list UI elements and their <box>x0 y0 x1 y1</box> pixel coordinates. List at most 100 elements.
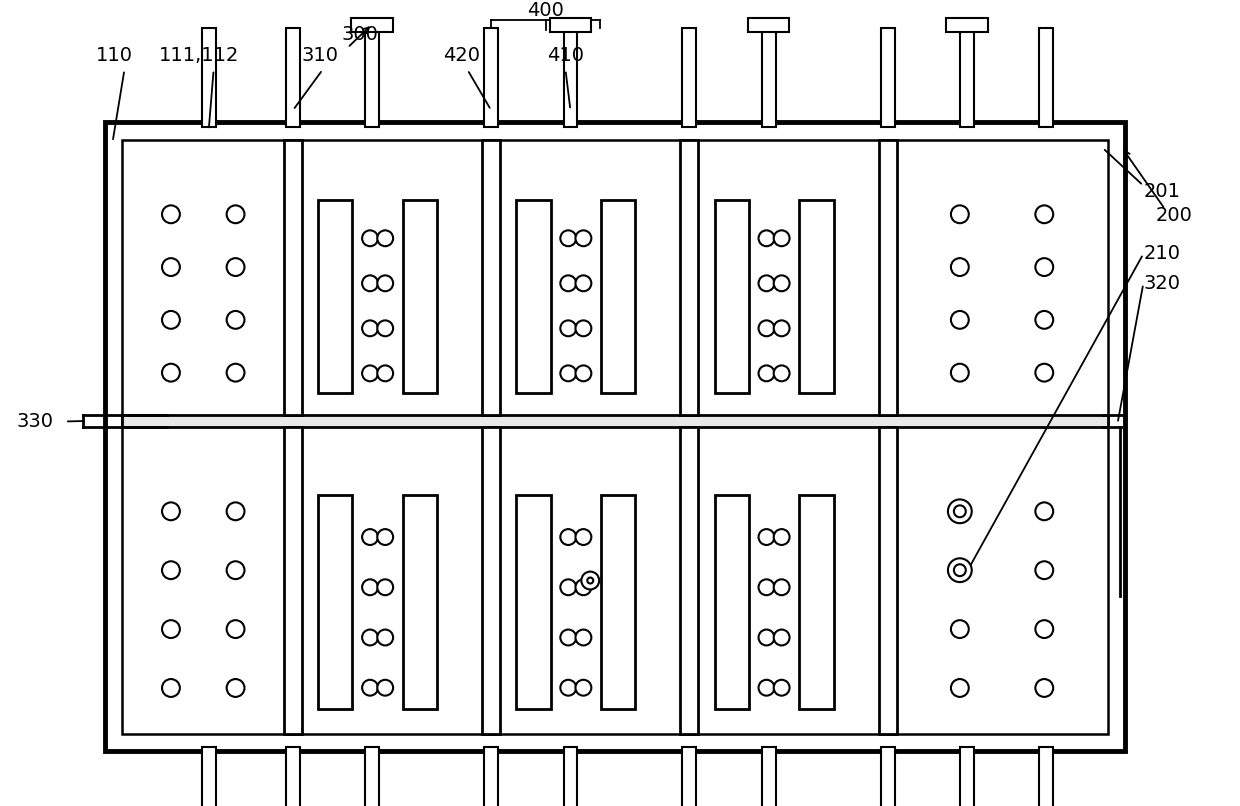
Bar <box>104 123 1126 751</box>
Circle shape <box>162 502 180 520</box>
Bar <box>549 18 591 32</box>
Circle shape <box>227 502 244 520</box>
Bar <box>482 427 500 733</box>
Bar <box>601 495 635 709</box>
Circle shape <box>377 629 393 646</box>
Circle shape <box>362 321 378 336</box>
Circle shape <box>377 276 393 291</box>
Bar <box>485 746 498 806</box>
Circle shape <box>951 620 968 638</box>
Circle shape <box>1035 258 1053 276</box>
Bar <box>682 28 697 127</box>
Text: 420: 420 <box>443 46 480 65</box>
Circle shape <box>774 321 790 336</box>
Circle shape <box>377 365 393 381</box>
Bar <box>123 140 1107 733</box>
Text: 201: 201 <box>1143 182 1180 201</box>
Bar <box>714 201 749 393</box>
Circle shape <box>560 321 577 336</box>
Circle shape <box>377 231 393 246</box>
Circle shape <box>377 321 393 336</box>
Circle shape <box>774 529 790 545</box>
Bar <box>403 495 438 709</box>
Bar <box>516 495 551 709</box>
Bar <box>880 28 894 127</box>
Circle shape <box>575 580 591 595</box>
Circle shape <box>227 258 244 276</box>
Circle shape <box>560 580 577 595</box>
Circle shape <box>1035 620 1053 638</box>
Text: 110: 110 <box>95 46 133 65</box>
Circle shape <box>227 364 244 381</box>
Bar <box>601 201 635 393</box>
Bar <box>403 201 438 393</box>
Bar <box>482 140 500 414</box>
Circle shape <box>377 679 393 696</box>
Circle shape <box>575 529 591 545</box>
Circle shape <box>774 276 790 291</box>
Bar <box>485 28 498 127</box>
Circle shape <box>162 364 180 381</box>
Bar <box>960 28 973 127</box>
Bar <box>563 746 578 806</box>
Circle shape <box>162 679 180 697</box>
Circle shape <box>377 580 393 595</box>
Circle shape <box>1035 206 1053 223</box>
Circle shape <box>951 206 968 223</box>
Circle shape <box>575 276 591 291</box>
Circle shape <box>560 231 577 246</box>
Circle shape <box>759 580 775 595</box>
Circle shape <box>362 580 378 595</box>
Text: 320: 320 <box>1143 274 1180 293</box>
Circle shape <box>162 258 180 276</box>
Circle shape <box>560 629 577 646</box>
Bar <box>879 427 897 733</box>
Circle shape <box>774 231 790 246</box>
Circle shape <box>1035 561 1053 580</box>
Text: 210: 210 <box>1143 244 1180 264</box>
Circle shape <box>759 529 775 545</box>
Circle shape <box>227 561 244 580</box>
Circle shape <box>951 311 968 329</box>
Circle shape <box>575 321 591 336</box>
Circle shape <box>582 571 599 589</box>
Bar <box>800 495 833 709</box>
Bar <box>284 427 301 733</box>
Circle shape <box>774 629 790 646</box>
Bar <box>748 18 790 32</box>
Circle shape <box>362 365 378 381</box>
Bar <box>682 746 697 806</box>
Circle shape <box>774 365 790 381</box>
Circle shape <box>759 679 775 696</box>
Circle shape <box>560 365 577 381</box>
Text: 400: 400 <box>527 1 564 19</box>
Bar <box>761 28 775 127</box>
Circle shape <box>162 311 180 329</box>
Circle shape <box>575 679 591 696</box>
Bar <box>319 201 352 393</box>
Text: 111,112: 111,112 <box>159 46 239 65</box>
Bar <box>714 495 749 709</box>
Circle shape <box>951 364 968 381</box>
Bar <box>563 28 578 127</box>
Circle shape <box>774 679 790 696</box>
Bar <box>202 746 216 806</box>
Circle shape <box>1035 311 1053 329</box>
Circle shape <box>227 620 244 638</box>
Circle shape <box>162 206 180 223</box>
Circle shape <box>1035 364 1053 381</box>
Circle shape <box>1035 502 1053 520</box>
Circle shape <box>954 564 966 576</box>
Circle shape <box>362 629 378 646</box>
Bar <box>960 746 973 806</box>
Circle shape <box>227 311 244 329</box>
Bar <box>681 140 698 414</box>
Circle shape <box>575 365 591 381</box>
Text: 410: 410 <box>547 46 584 65</box>
Circle shape <box>362 276 378 291</box>
Bar <box>286 28 300 127</box>
Bar <box>284 140 301 414</box>
Circle shape <box>575 629 591 646</box>
Bar <box>516 201 551 393</box>
Circle shape <box>588 578 593 584</box>
